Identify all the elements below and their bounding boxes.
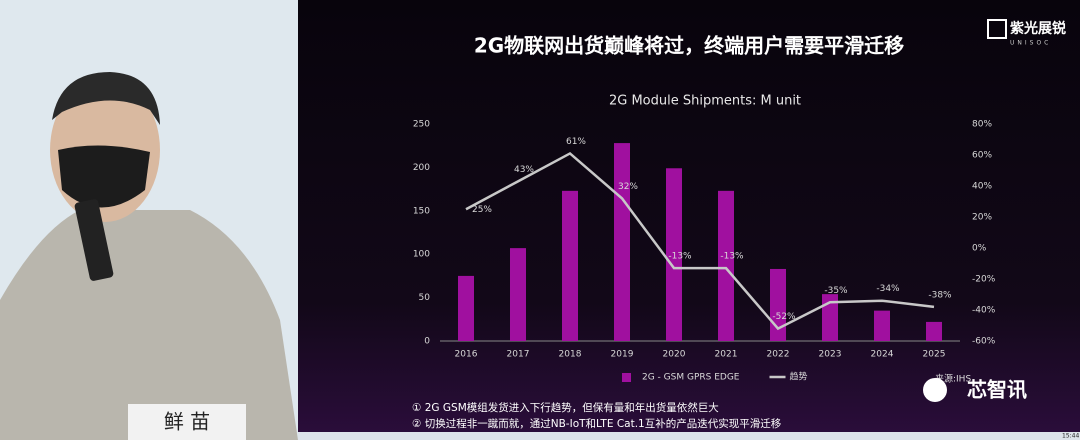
data-label: 43%: [514, 165, 534, 175]
bar: [458, 275, 474, 341]
data-label: -13%: [720, 252, 744, 262]
y-tick-label: 150: [413, 206, 430, 216]
logo-sub: UNISOC: [1010, 40, 1051, 47]
legend-label: 2G - GSM GPRS EDGE: [642, 373, 740, 383]
data-label: 25%: [472, 205, 492, 215]
microphone: [74, 199, 114, 281]
bar: [510, 248, 526, 341]
x-tick-label: 2016: [455, 350, 478, 360]
person-hair: [52, 72, 160, 125]
name-plate: [128, 404, 246, 440]
x-tick-label: 2024: [871, 350, 894, 360]
x-tick-label: 2017: [507, 350, 530, 360]
data-label: 61%: [566, 137, 586, 147]
slide-title: 2G物联网出货巅峰将过，终端用户需要平滑迁移: [474, 34, 904, 58]
data-label: 32%: [618, 182, 638, 192]
y2-tick-label: -20%: [972, 275, 996, 285]
clock: 15:44: [1062, 433, 1079, 440]
y2-tick-label: 0%: [972, 244, 987, 254]
source: 来源:IHS: [935, 374, 971, 385]
y-tick-label: 50: [419, 293, 431, 303]
bar: [926, 321, 942, 341]
bar: [614, 143, 630, 341]
speaker-name: 鲜 苗: [164, 410, 210, 434]
data-label: -34%: [876, 284, 900, 294]
taskbar: [298, 432, 1080, 440]
logo-mark: [987, 19, 1007, 39]
y2-tick-label: -40%: [972, 306, 996, 316]
y2-tick-label: 20%: [972, 213, 992, 223]
face-mask: [58, 145, 150, 208]
y2-tick-label: -60%: [972, 337, 996, 347]
bar: [666, 168, 682, 341]
y-tick-label: 200: [413, 163, 430, 173]
watermark: 芯智讯: [967, 378, 1027, 402]
note: ② 切换过程非一蹴而就，通过NB-IoT和LTE Cat.1互补的产品迭代实现平…: [412, 417, 782, 430]
legend-swatch: [622, 373, 631, 382]
y2-tick-label: 60%: [972, 151, 992, 161]
bar: [718, 190, 734, 341]
data-label: -52%: [772, 312, 796, 322]
y-tick-label: 0: [424, 337, 430, 347]
x-tick-label: 2020: [663, 350, 686, 360]
bar: [822, 294, 838, 341]
x-tick-label: 2019: [611, 350, 634, 360]
logo-name: 紫光展锐: [1010, 20, 1066, 37]
data-label: -38%: [928, 290, 952, 300]
bar: [770, 268, 786, 341]
trend-line: [465, 151, 935, 331]
x-tick-label: 2025: [923, 350, 946, 360]
bar: [874, 310, 890, 341]
x-tick-label: 2021: [715, 350, 738, 360]
bar: [562, 190, 578, 341]
slide: [298, 0, 1080, 432]
x-tick-label: 2018: [559, 350, 582, 360]
data-label: -13%: [668, 252, 692, 262]
note: ① 2G GSM模组发货进入下行趋势，但保有量和年出货量依然巨大: [412, 401, 719, 414]
y2-tick-label: 40%: [972, 182, 992, 192]
y-tick-label: 250: [413, 120, 430, 130]
y-tick-label: 100: [413, 250, 430, 260]
data-label: -35%: [824, 286, 848, 296]
x-tick-label: 2023: [819, 350, 842, 360]
chart-title: 2G Module Shipments: M unit: [609, 94, 801, 109]
y2-tick-label: 80%: [972, 120, 992, 130]
x-tick-label: 2022: [767, 350, 790, 360]
legend-label: 趋势: [790, 371, 808, 383]
watermark-icon: [923, 378, 947, 402]
person-body: [0, 210, 298, 440]
